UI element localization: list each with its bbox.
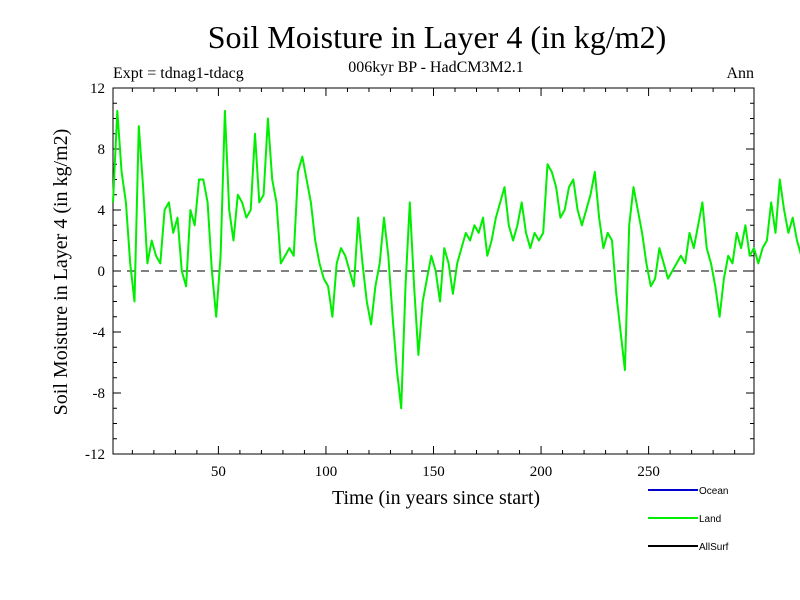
plot-area: 50 100 150 200 250 -12 -8 -4 0 4 8 12 [85,81,800,480]
y-tick-label: 4 [98,203,106,219]
y-tick-label: 8 [98,142,106,158]
chart-title: Soil Moisture in Layer 4 (in kg/m2) [208,19,667,55]
legend-label-land: Land [699,514,721,525]
x-tick-label: 100 [315,464,338,480]
legend: Ocean Land AllSurf [648,486,729,553]
y-tick-label: 0 [98,264,106,280]
legend-label-ocean: Ocean [699,486,728,497]
chart-experiment-label: Expt = tdnag1-tdacg [113,65,244,82]
y-tick-label: -4 [93,325,106,341]
chart-period-label: Ann [726,65,754,82]
y-tick-label: -12 [85,447,105,463]
x-tick-label: 200 [530,464,553,480]
x-tick-label: 150 [422,464,445,480]
legend-label-allsurf: AllSurf [699,542,729,553]
x-tick-label: 250 [637,464,660,480]
x-tick-label: 50 [211,464,226,480]
y-tick-label: 12 [90,81,105,97]
x-axis-label: Time (in years since start) [332,487,540,509]
series-line-land [112,109,800,410]
chart-subtitle: 006kyr BP - HadCM3M2.1 [348,59,523,76]
y-axis-label: Soil Moisture in Layer 4 (in kg/m2) [50,129,72,416]
y-tick-label: -8 [93,386,106,402]
plot-frame [112,87,755,455]
